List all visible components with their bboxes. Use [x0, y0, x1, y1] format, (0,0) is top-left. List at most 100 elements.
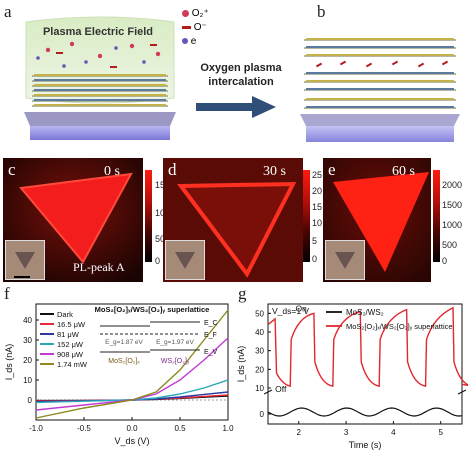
series-line: [35, 309, 229, 419]
series-superlattice: [267, 306, 468, 388]
panel-b-label: b: [317, 2, 326, 21]
chart-title: MoS₂[O₂]ₓ/WS₂[O₂]ᵧ superlattice: [95, 305, 210, 314]
electron-dot-icon: [182, 38, 188, 45]
panel-d-colorbar: [303, 170, 310, 262]
panel-g-label: g: [238, 284, 247, 303]
y-tick-label: 0: [28, 396, 33, 405]
panel-e-time: 60 s: [392, 164, 415, 179]
panel-a-title: Plasma Electric Field: [42, 26, 154, 38]
series-line: [35, 337, 229, 411]
y-tick-label: 30: [23, 336, 32, 345]
panel-e-inset: [325, 240, 365, 280]
panel-a-legend: O₂⁺ O⁻ e: [182, 8, 242, 50]
y-tick-label: 40: [255, 328, 264, 337]
c-tick: 150: [155, 180, 170, 190]
d-tick: 0: [312, 254, 318, 264]
x-tick-label: -0.5: [77, 424, 91, 433]
panel-d-inset: [165, 240, 205, 280]
legend-label: Dark: [57, 310, 73, 319]
panel-a-illustration: [20, 8, 180, 148]
x-axis-label: Time (s): [349, 440, 382, 450]
panel-c-caption: PL-peak A: [73, 260, 125, 274]
legend-electron: e: [182, 36, 242, 50]
legend-label: 16.5 μW: [57, 320, 86, 329]
x-tick-label: 3: [344, 428, 349, 437]
y-tick-label: 0: [260, 410, 265, 419]
d-tick: 10: [312, 218, 323, 228]
panel-e-label: e: [328, 160, 336, 179]
off-label: Off: [275, 384, 287, 394]
inset-right-label: WS₂[O₂]ᵧ: [161, 358, 190, 365]
legend-label: 1.74 mW: [57, 360, 88, 369]
d-tick: 20: [312, 186, 323, 196]
y-tick-label: 30: [255, 347, 264, 356]
y-tick-label: 10: [23, 376, 32, 385]
bias-annotation: V_ds=1 V: [272, 306, 309, 316]
e-tick: 2000: [442, 180, 463, 190]
legend-ominus: O⁻: [182, 22, 242, 36]
y-tick-label: 10: [255, 384, 264, 393]
legend-label: 908 μW: [57, 350, 84, 359]
eg1-label: E_g=1.87 eV: [105, 339, 143, 346]
x-tick-label: 5: [438, 428, 443, 437]
c-tick: 0: [155, 256, 161, 266]
ef-label: E_F: [204, 332, 217, 339]
y-axis-label: I_ds (nA): [236, 346, 246, 383]
x-tick-label: 1.0: [222, 424, 234, 433]
panel-c-label: c: [8, 160, 16, 179]
panel-a-label: a: [4, 2, 12, 21]
panel-e-colorbar: [433, 170, 440, 262]
panel-d-label: d: [168, 160, 177, 179]
d-tick: 5: [312, 236, 318, 246]
chart-g: 2 3 4 5 10 20 30 40 50 0 MoS₂/WS₂ MoS₂[O₂]ₓ/WS₂[O₂]…: [236, 303, 468, 450]
legend-label: 152 μW: [57, 340, 84, 349]
x-tick-label: 0.0: [126, 424, 138, 433]
e-tick: 1000: [442, 220, 463, 230]
inset-left-label: MoS₂[O₂]ₓ: [108, 358, 140, 365]
y-tick-label: 40: [23, 316, 32, 325]
scale-bar: [14, 276, 30, 278]
eg2-label: E_g=1.97 eV: [156, 339, 194, 346]
panel-c-inset: [5, 240, 45, 280]
panel-b-illustration: [296, 26, 464, 148]
legend-label: MoS₂[O₂]ₓ/WS₂[O₂]ᵧ superlattice: [346, 322, 453, 331]
arrow-text-2: intercalation: [208, 76, 274, 88]
axis-break-left: [263, 389, 273, 395]
panel-e-pl-map: [323, 158, 431, 282]
x-tick-label: 2: [297, 428, 302, 437]
right-arrow-icon: [196, 96, 276, 123]
legend-label: 81 μW: [57, 330, 80, 339]
y-tick-label: 50: [255, 309, 264, 318]
band-diagram-inset: E_C E_F E_V E_g=1.87 eV E_g=1.97 eV MoS₂[O₂]ₓ…: [100, 320, 218, 365]
arrow-text-1: Oxygen plasma: [200, 62, 282, 74]
x-tick-label: -1.0: [29, 424, 43, 433]
e-tick: 500: [442, 240, 458, 250]
panel-d-time: 30 s: [263, 164, 286, 179]
d-tick: 15: [312, 202, 323, 212]
axis-break-right: [457, 389, 467, 395]
x-tick-label: 0.5: [174, 424, 186, 433]
y-tick-label: 20: [255, 365, 264, 374]
c-tick: 100: [155, 208, 170, 218]
e-tick: 0: [442, 256, 448, 266]
panel-c-time: 0 s: [104, 164, 120, 179]
y-tick-label: 20: [23, 356, 32, 365]
on-label: On: [295, 303, 307, 313]
o2plus-dot-icon: [182, 9, 189, 17]
e-tick: 1500: [442, 200, 463, 210]
ev-label: E_V: [204, 349, 218, 356]
x-axis-label: V_ds (V): [114, 436, 149, 446]
panel-f-label: f: [4, 284, 10, 303]
ominus-dash-icon: [182, 25, 191, 29]
x-tick-label: 4: [391, 428, 396, 437]
ec-label: E_C: [204, 320, 218, 327]
legend-o2plus: O₂⁺: [182, 8, 242, 22]
series-line: [35, 379, 229, 404]
plot-frame: [267, 303, 463, 425]
d-tick: 25: [312, 170, 323, 180]
panel-c-colorbar: [145, 170, 152, 262]
c-tick: 50: [155, 234, 166, 244]
y-axis-label: I_ds (nA): [4, 344, 14, 381]
series-mos2-ws2: [267, 407, 463, 417]
